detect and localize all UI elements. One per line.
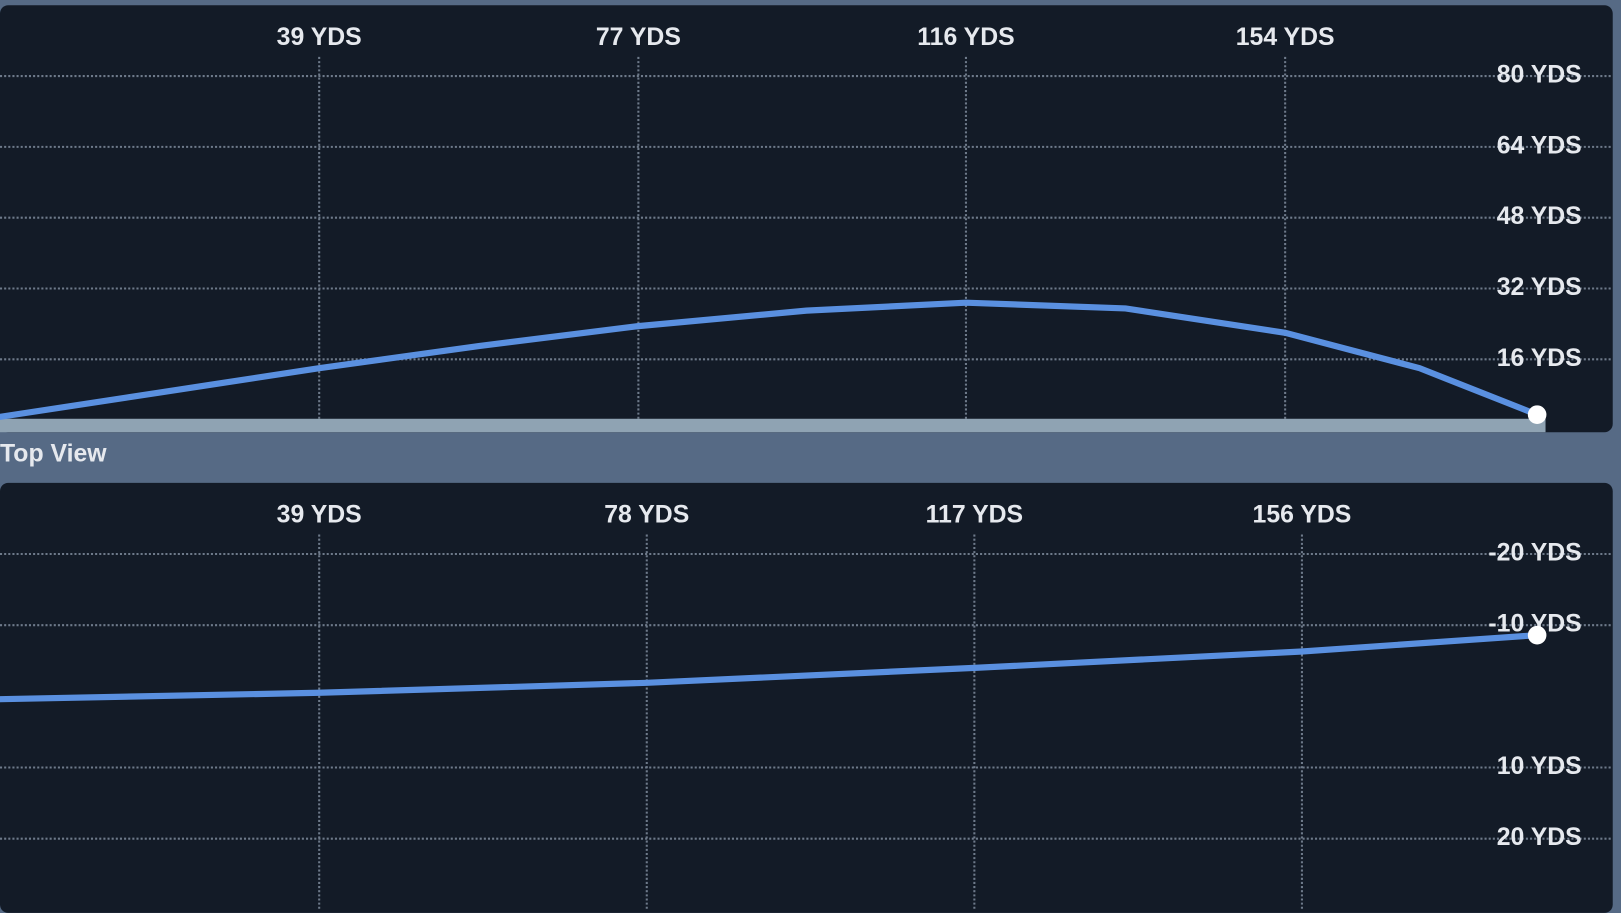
y-tick-label: -20 YDS: [1488, 540, 1581, 567]
y-tick-label: 48 YDS: [1497, 203, 1582, 230]
trajectory: [0, 632, 1541, 703]
x-tick-label: 117 YDS: [926, 501, 1023, 528]
x-tick-label: 78 YDS: [604, 501, 689, 528]
ball: [1527, 405, 1547, 424]
x-tick-label: 116 YDS: [917, 24, 1014, 51]
y-tick-label: 32 YDS: [1497, 274, 1582, 301]
x-tick-label: 154 YDS: [1236, 24, 1335, 51]
x-tick-label: 77 YDS: [596, 24, 681, 51]
y-tick-label: 10 YDS: [1497, 753, 1582, 780]
ground: [0, 418, 1546, 433]
y-tick-label: 80 YDS: [1497, 62, 1582, 89]
x-tick-label: 156 YDS: [1253, 501, 1352, 528]
side-panel: [0, 5, 1613, 433]
ball: [1527, 625, 1547, 645]
y-tick-label: 64 YDS: [1497, 132, 1582, 159]
section-title: Top View: [0, 440, 107, 467]
y-tick-label: 16 YDS: [1497, 345, 1582, 372]
y-tick-label: 20 YDS: [1497, 824, 1582, 851]
trajectory: [0, 299, 1541, 420]
x-tick-label: 39 YDS: [277, 24, 362, 51]
top-panel: [0, 482, 1613, 913]
x-tick-label: 39 YDS: [277, 501, 362, 528]
